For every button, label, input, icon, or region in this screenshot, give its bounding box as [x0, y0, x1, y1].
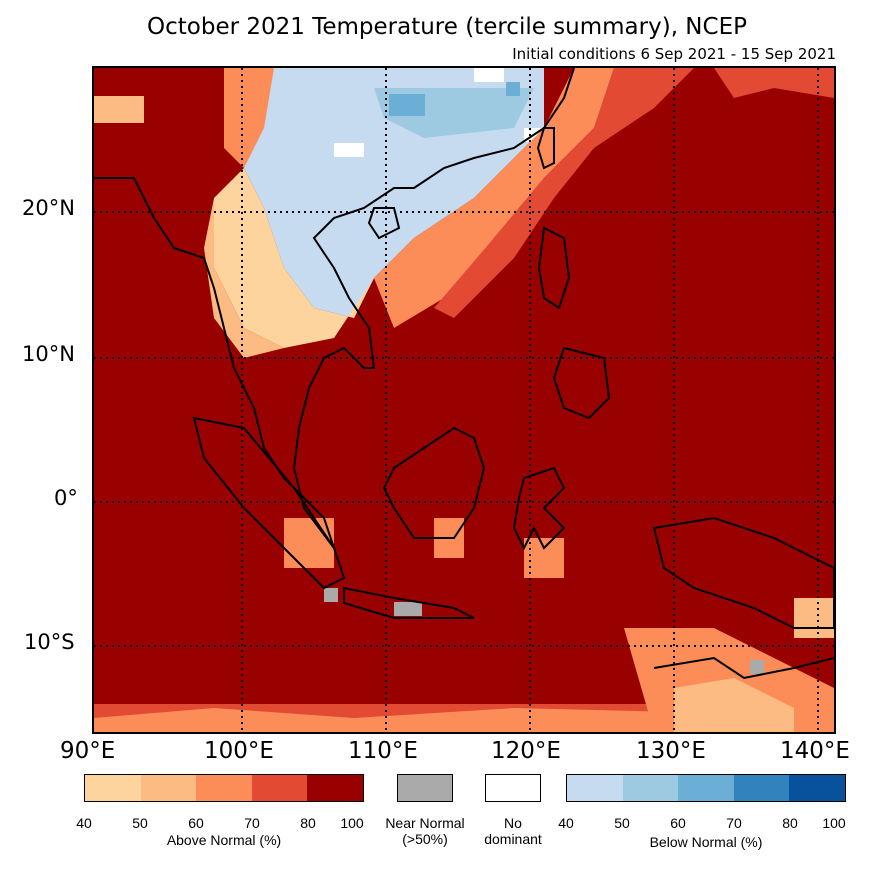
lon-label-140e: 140°E [780, 738, 850, 764]
no-dominant-cell [474, 68, 504, 82]
above-normal-40-band [214, 168, 374, 348]
lat-label-10n: 10°N [22, 342, 75, 366]
below-normal-tick-40: 40 [558, 815, 574, 831]
lat-label-10s: 10°S [24, 630, 75, 654]
no-dominant-swatch [485, 774, 541, 802]
above-normal-south-east-light [674, 678, 794, 732]
above-normal-swatch-50 [140, 775, 197, 801]
above-normal-eastern-edge [794, 598, 834, 638]
near-normal-swatch [397, 774, 453, 802]
no-dominant-label-line2: dominant [484, 831, 542, 847]
above-normal-50-band [204, 198, 284, 358]
near-normal-label-line1: Near Normal [385, 815, 465, 831]
below-normal-label: Below Normal (%) [649, 834, 763, 850]
near-normal-cell [394, 602, 422, 616]
below-normal-swatch-50 [622, 775, 679, 801]
above-normal-label: Above Normal (%) [166, 832, 282, 848]
above-normal-tick-70: 70 [244, 815, 260, 831]
above-normal-swatch-70 [251, 775, 308, 801]
below-normal-tick-80: 80 [782, 815, 798, 831]
near-normal-cell [324, 588, 338, 602]
no-dominant-cell [334, 143, 364, 157]
below-normal-swatch-60 [678, 775, 734, 801]
below-normal-colorbar [566, 774, 846, 802]
map-title: October 2021 Temperature (tercile summar… [147, 14, 747, 40]
lat-label-equator: 0° [54, 486, 78, 510]
above-normal-tick-100: 100 [340, 815, 364, 831]
lon-label-130e: 130°E [636, 738, 706, 764]
coastlines [94, 68, 834, 680]
above-normal-sulawesi-patch [524, 538, 564, 578]
lon-label-110e: 110°E [348, 738, 418, 764]
initial-conditions-subtitle: Initial conditions 6 Sep 2021 - 15 Sep 2… [512, 45, 836, 63]
above-normal-colorbar [84, 774, 364, 802]
below-normal-swatch-40 [567, 775, 623, 801]
above-normal-70-band [434, 68, 694, 318]
no-dominant-label-line1: No [504, 815, 522, 831]
above-normal-60-north-west [224, 68, 274, 168]
above-normal-70-north-east [714, 68, 834, 98]
below-normal-tick-100: 100 [822, 815, 846, 831]
map-canvas [94, 68, 834, 732]
above-normal-swatch-40 [85, 775, 141, 801]
below-normal-tick-60: 60 [670, 815, 686, 831]
below-normal-swatch-70 [733, 775, 790, 801]
no-dominant-label: No dominant [470, 815, 556, 847]
above-normal-tick-80: 80 [300, 815, 316, 831]
above-normal-swatch-80 [307, 775, 363, 801]
below-normal-tick-70: 70 [726, 815, 742, 831]
lon-label-100e: 100°E [204, 738, 274, 764]
below-normal-swatch-80 [789, 775, 845, 801]
near-normal-label: Near Normal (>50%) [372, 815, 478, 847]
graticule [94, 68, 834, 732]
above-normal-40-north-west [94, 96, 144, 123]
near-normal-cell [750, 660, 764, 674]
forecast-map [92, 66, 836, 734]
lon-label-120e: 120°E [491, 738, 561, 764]
above-normal-tick-50: 50 [132, 815, 148, 831]
below-normal-tick-50: 50 [614, 815, 630, 831]
below-normal-cell [506, 82, 520, 96]
below-normal-cell [389, 94, 425, 116]
above-normal-swatch-60 [196, 775, 252, 801]
lon-label-90e: 90°E [60, 738, 116, 764]
lat-label-20n: 20°N [22, 196, 75, 220]
near-normal-label-line2: (>50%) [402, 831, 448, 847]
above-normal-tick-40: 40 [76, 815, 92, 831]
above-normal-tick-60: 60 [188, 815, 204, 831]
